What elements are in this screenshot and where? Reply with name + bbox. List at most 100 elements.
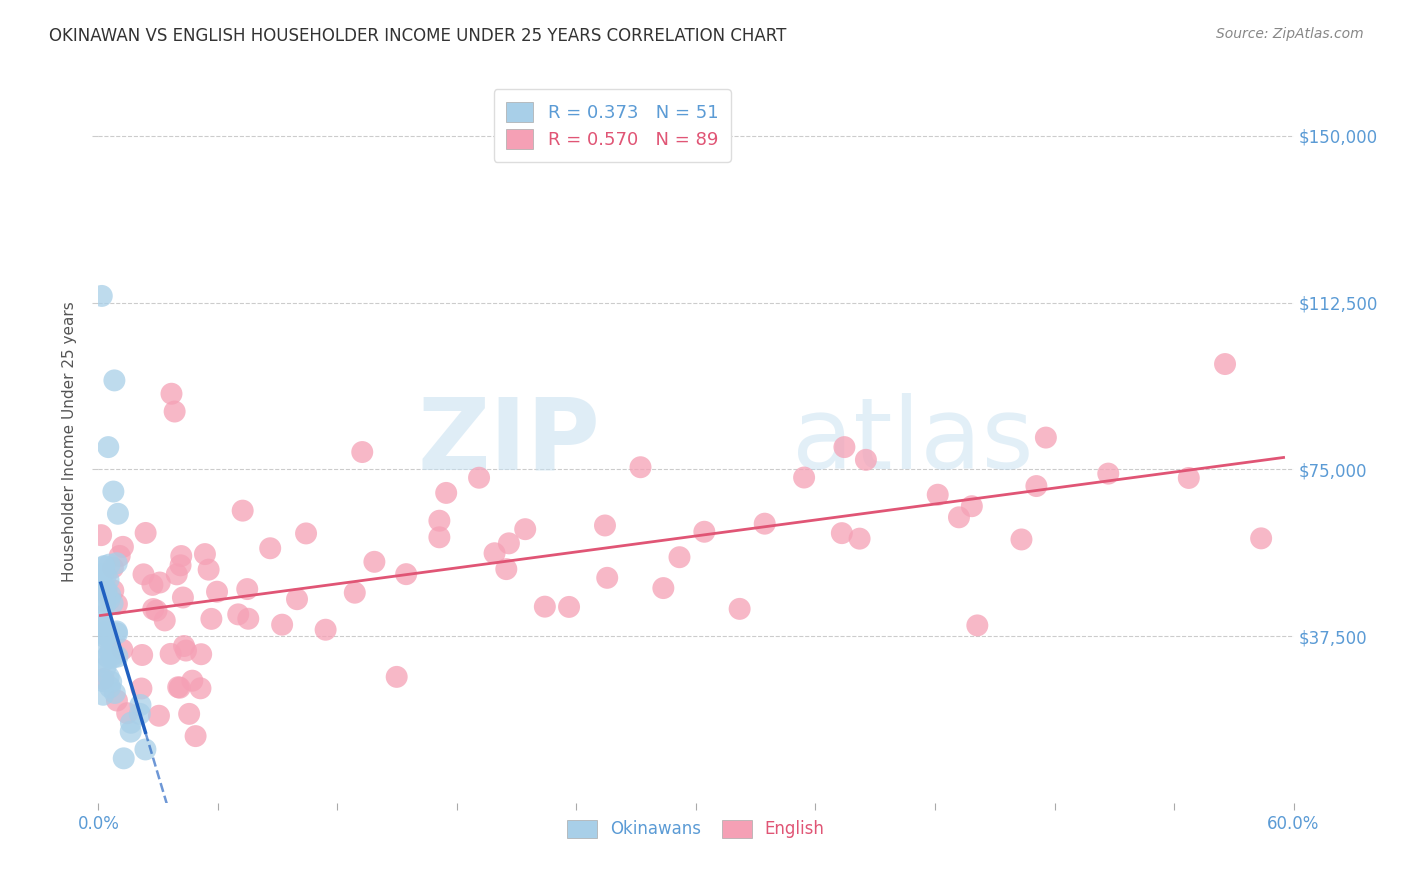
Point: [91, 634, 114, 648]
Point: [315, 623, 337, 637]
Point: [948, 510, 970, 524]
Point: [101, 596, 124, 610]
Point: [98, 592, 121, 607]
Point: [181, 673, 204, 688]
Point: [194, 547, 217, 561]
Point: [94, 584, 117, 599]
Point: [134, 742, 156, 756]
Point: [153, 614, 176, 628]
Point: [1097, 467, 1119, 481]
Point: [259, 541, 281, 556]
Point: [94, 569, 117, 583]
Point: [160, 386, 183, 401]
Point: [98, 681, 121, 695]
Point: [693, 524, 716, 539]
Point: [90, 574, 112, 588]
Point: [91, 688, 114, 702]
Point: [94, 598, 117, 612]
Point: [93, 560, 115, 574]
Point: [190, 681, 212, 696]
Point: [98, 558, 121, 572]
Point: [558, 599, 581, 614]
Point: [97, 573, 120, 587]
Text: atlas: atlas: [792, 393, 1033, 490]
Point: [103, 373, 125, 387]
Point: [179, 706, 201, 721]
Point: [1213, 357, 1236, 371]
Point: [149, 575, 172, 590]
Point: [848, 532, 870, 546]
Point: [172, 591, 194, 605]
Point: [135, 525, 157, 540]
Point: [363, 555, 385, 569]
Point: [103, 583, 125, 598]
Point: [103, 484, 125, 499]
Point: [927, 488, 949, 502]
Point: [132, 567, 155, 582]
Point: [1025, 479, 1047, 493]
Point: [90, 609, 112, 624]
Point: [855, 453, 877, 467]
Point: [93, 580, 115, 594]
Point: [94, 594, 117, 608]
Point: [96, 582, 118, 597]
Point: [1035, 431, 1057, 445]
Point: [271, 617, 294, 632]
Point: [159, 647, 181, 661]
Point: [793, 470, 815, 484]
Point: [108, 549, 131, 563]
Point: [960, 499, 983, 513]
Point: [90, 289, 112, 303]
Point: [131, 648, 153, 662]
Legend: Okinawans, English: Okinawans, English: [561, 813, 831, 845]
Point: [197, 563, 219, 577]
Point: [98, 588, 121, 602]
Point: [232, 503, 254, 517]
Point: [93, 583, 115, 598]
Point: [468, 471, 491, 485]
Point: [90, 528, 112, 542]
Point: [115, 706, 138, 721]
Point: [174, 643, 197, 657]
Point: [93, 672, 115, 686]
Point: [427, 530, 450, 544]
Point: [97, 670, 120, 684]
Point: [754, 516, 776, 531]
Point: [966, 618, 988, 632]
Point: [652, 581, 675, 595]
Point: [593, 518, 616, 533]
Point: [1250, 532, 1272, 546]
Point: [91, 674, 114, 689]
Point: [352, 445, 374, 459]
Point: [91, 580, 114, 594]
Point: [148, 708, 170, 723]
Point: [484, 546, 506, 560]
Point: [142, 602, 165, 616]
Point: [596, 571, 619, 585]
Point: [107, 507, 129, 521]
Point: [100, 674, 122, 689]
Point: [93, 559, 115, 574]
Point: [831, 526, 853, 541]
Text: Source: ZipAtlas.com: Source: ZipAtlas.com: [1216, 27, 1364, 41]
Point: [834, 440, 856, 454]
Point: [190, 647, 212, 661]
Point: [105, 624, 128, 639]
Point: [105, 626, 128, 640]
Point: [434, 486, 457, 500]
Point: [98, 645, 121, 659]
Text: ZIP: ZIP: [418, 393, 600, 490]
Point: [498, 536, 520, 550]
Point: [96, 628, 118, 642]
Point: [94, 660, 117, 674]
Point: [120, 724, 142, 739]
Point: [131, 681, 153, 696]
Point: [169, 558, 191, 573]
Point: [111, 642, 134, 657]
Point: [205, 584, 228, 599]
Point: [105, 693, 128, 707]
Point: [90, 619, 112, 633]
Point: [169, 681, 191, 695]
Point: [728, 602, 751, 616]
Point: [236, 582, 259, 596]
